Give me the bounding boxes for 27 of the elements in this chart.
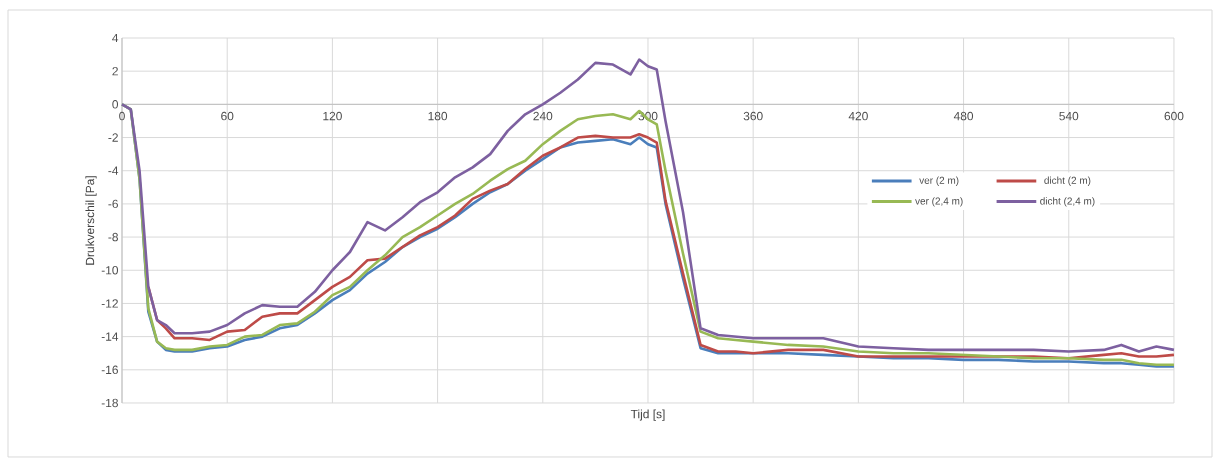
legend-label: ver (2 m) bbox=[919, 176, 959, 186]
x-tick-label: 540 bbox=[1059, 111, 1079, 121]
x-tick-label: 240 bbox=[533, 111, 553, 121]
y-tick-label: -6 bbox=[108, 199, 118, 209]
y-tick-label: -14 bbox=[101, 332, 119, 341]
legend-label: dicht (2,4 m) bbox=[1040, 197, 1095, 207]
y-tick-label: -16 bbox=[101, 365, 118, 375]
legend-label: ver (2,4 m) bbox=[915, 197, 963, 207]
y-tick-label: -4 bbox=[108, 166, 119, 175]
legend-label: dicht (2 m) bbox=[1044, 176, 1091, 186]
x-tick-label: 120 bbox=[323, 111, 342, 121]
y-axis-title: Drukverschil [Pa] bbox=[85, 176, 97, 265]
x-tick-label: 480 bbox=[953, 111, 974, 121]
x-axis-title: Tijd [s] bbox=[630, 409, 665, 421]
y-tick-label: -2 bbox=[108, 133, 118, 142]
x-tick-label: 360 bbox=[743, 111, 763, 121]
x-tick-label: 60 bbox=[221, 111, 234, 121]
x-tick-label: 420 bbox=[848, 111, 868, 121]
x-tick-label: 600 bbox=[1164, 111, 1184, 121]
y-tick-label: 0 bbox=[112, 100, 119, 109]
y-tick-label: -8 bbox=[108, 232, 118, 242]
x-tick-label: 180 bbox=[428, 111, 448, 121]
y-tick-label: -10 bbox=[101, 266, 119, 275]
y-tick-label: -12 bbox=[101, 299, 118, 308]
y-tick-label: 4 bbox=[112, 33, 119, 43]
y-tick-label: 2 bbox=[112, 67, 118, 76]
y-tick-label: -18 bbox=[101, 398, 118, 408]
